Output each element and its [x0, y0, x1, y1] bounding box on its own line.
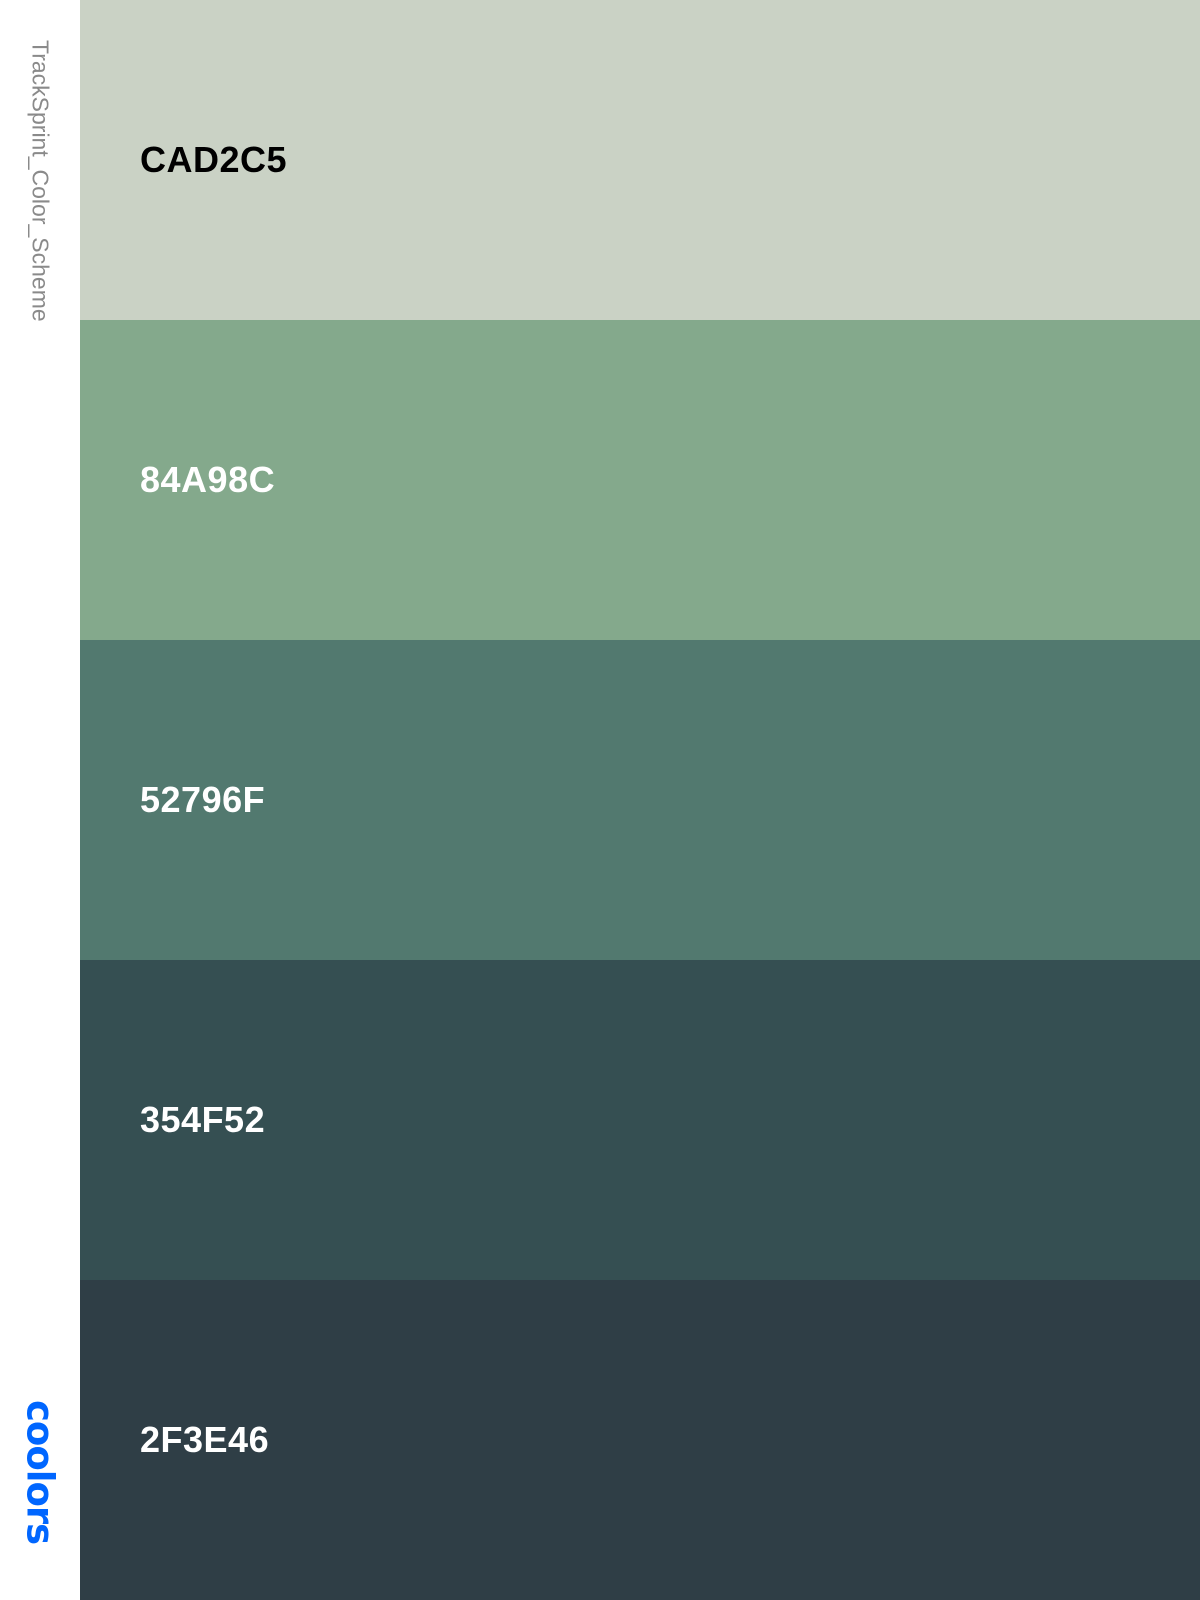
swatch-hex-code[interactable]: 354F52: [140, 1099, 266, 1140]
coolors-logo: coolors: [18, 1400, 62, 1545]
swatch-hex-code[interactable]: 52796F: [140, 779, 266, 820]
palette-title: TrackSprint_Color_Scheme: [27, 40, 54, 322]
color-swatch[interactable]: 84A98C: [80, 320, 1200, 640]
color-swatch[interactable]: 354F52: [80, 960, 1200, 1280]
color-swatch[interactable]: CAD2C5: [80, 0, 1200, 320]
swatch-hex-code[interactable]: 84A98C: [140, 459, 276, 500]
sidebar: TrackSprint_Color_Scheme coolors: [0, 0, 80, 1600]
color-swatches: CAD2C5 84A98C 52796F 354F52 2F3E46: [80, 0, 1200, 1600]
color-swatch[interactable]: 2F3E46: [80, 1280, 1200, 1600]
swatch-hex-code[interactable]: 2F3E46: [140, 1419, 270, 1460]
color-swatch[interactable]: 52796F: [80, 640, 1200, 960]
swatch-hex-code[interactable]: CAD2C5: [140, 139, 288, 180]
